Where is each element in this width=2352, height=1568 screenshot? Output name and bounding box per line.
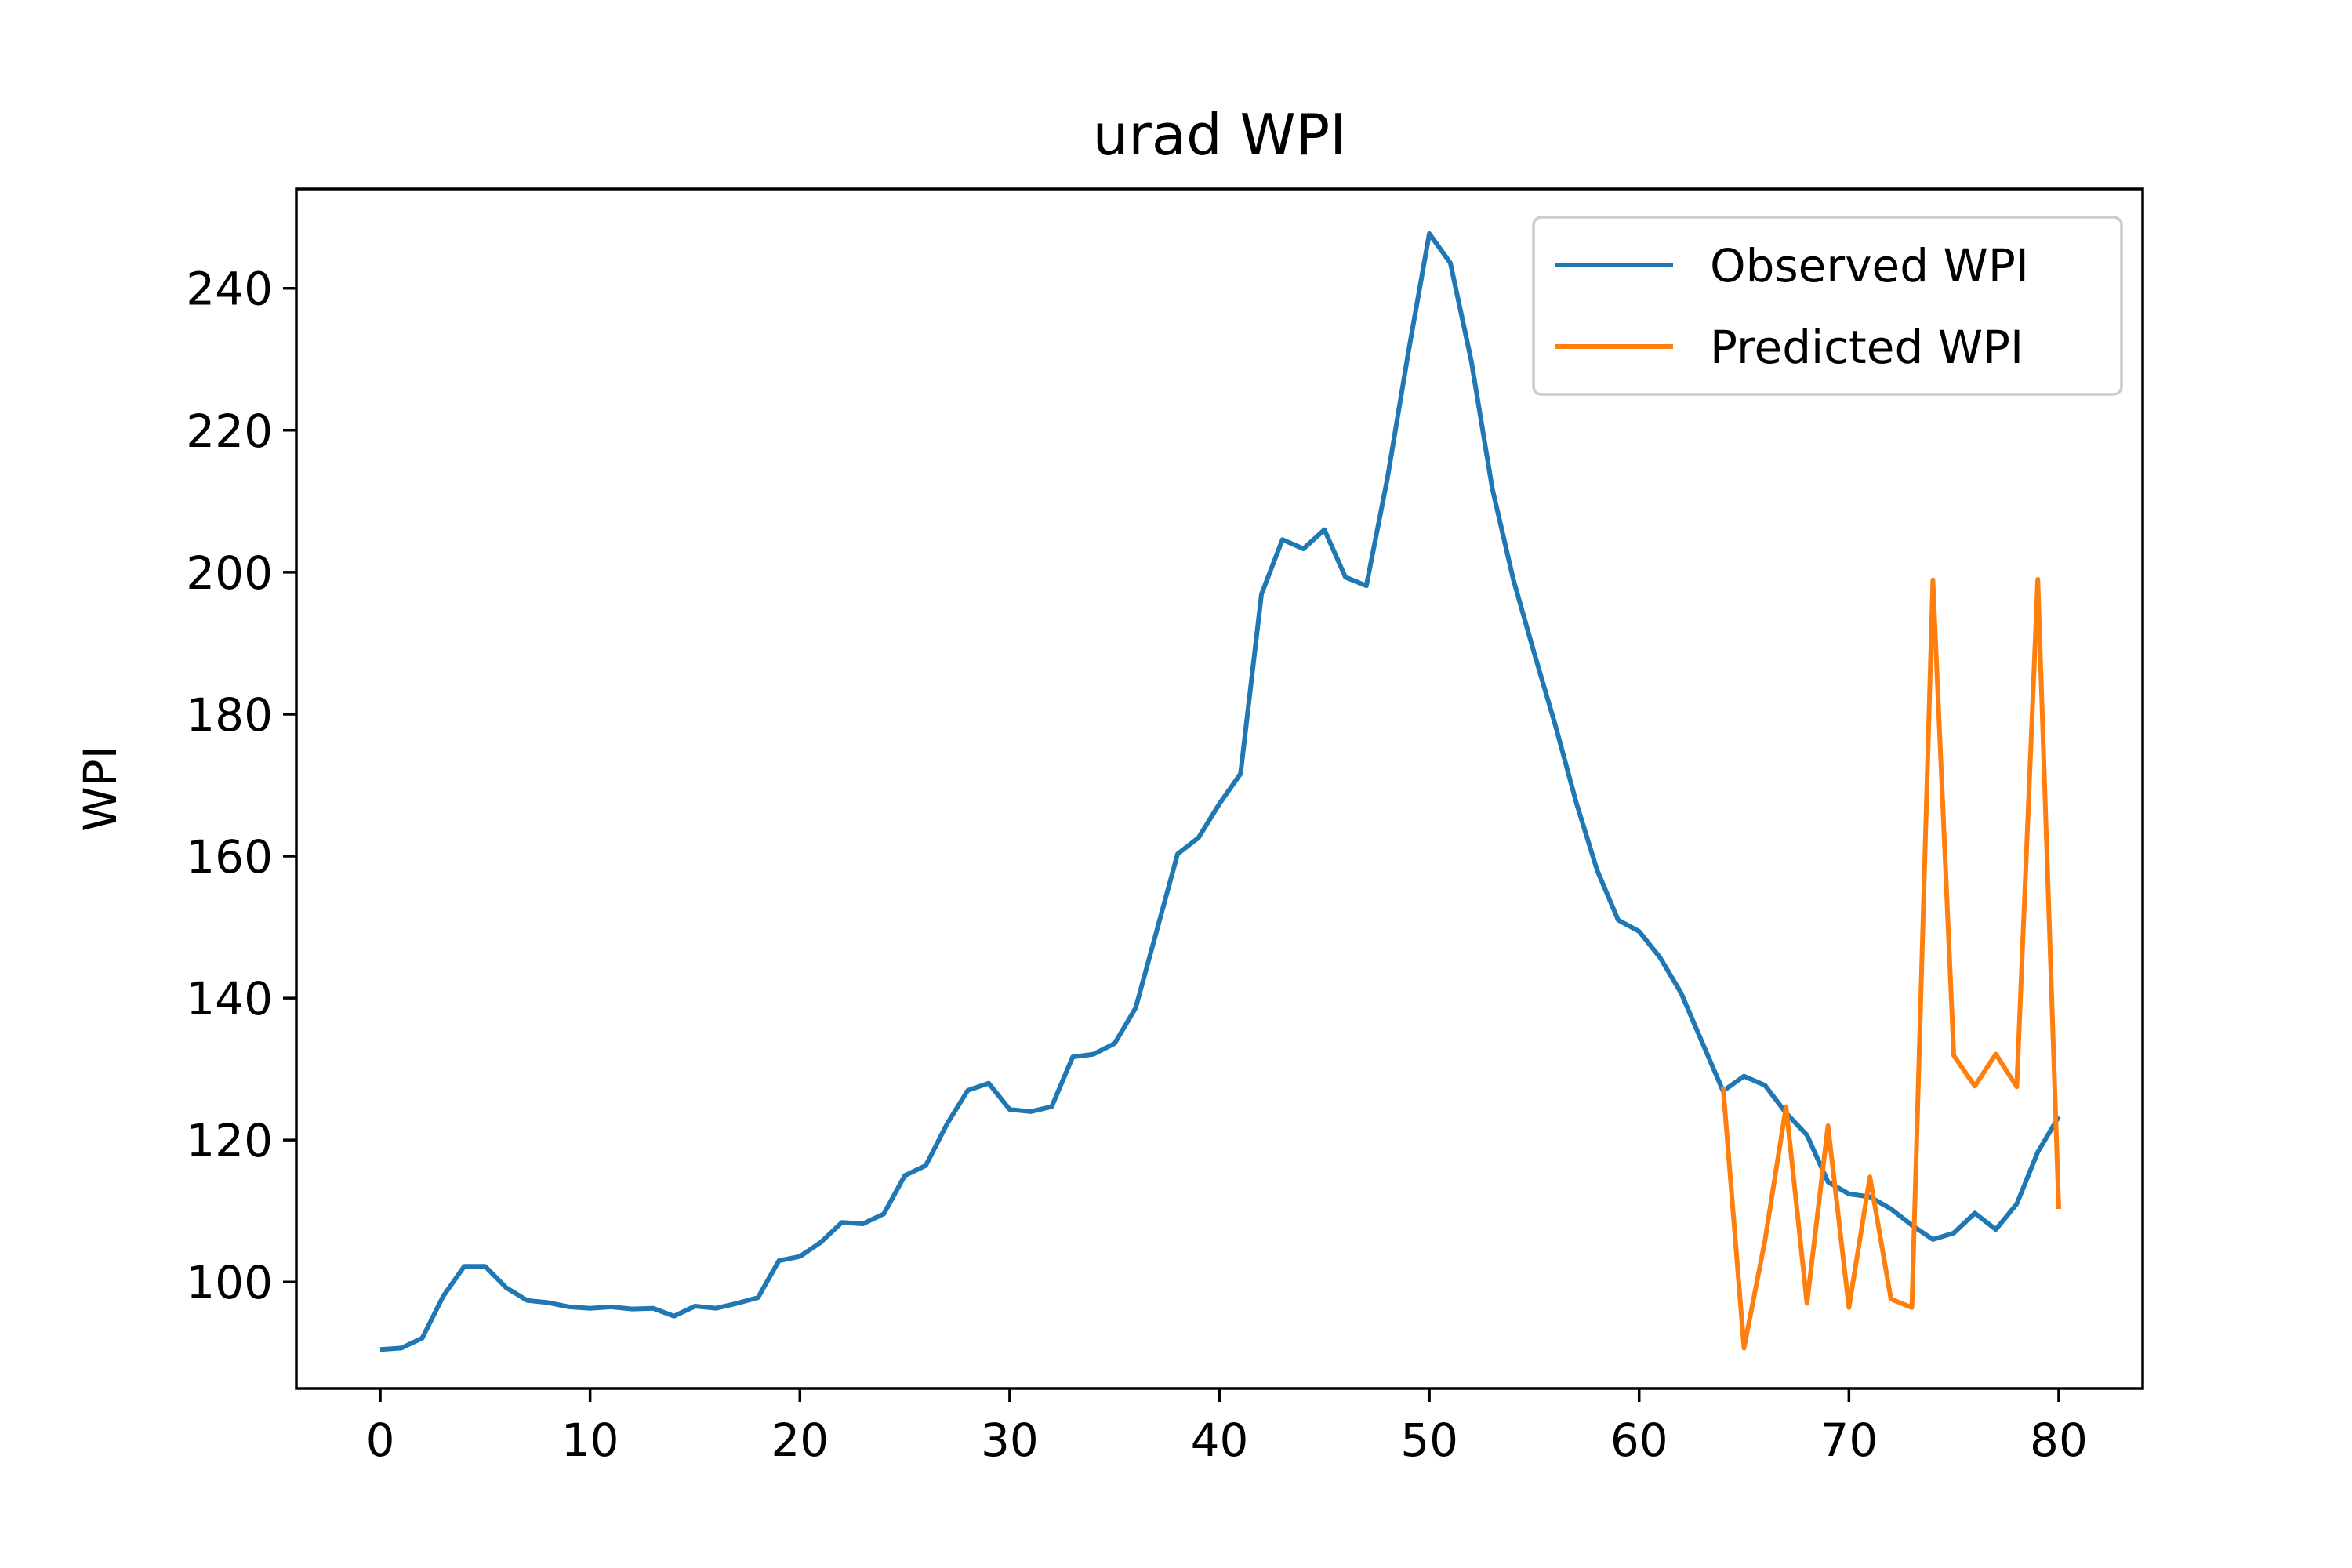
x-tick-label: 40 [1191,1414,1249,1467]
legend: Observed WPI Predicted WPI [1532,216,2123,396]
x-tick-label: 50 [1400,1414,1458,1467]
x-tick-label: 70 [1820,1414,1878,1467]
legend-box [1532,216,2123,396]
y-tick-label: 100 [186,1256,273,1309]
x-tick-label: 60 [1610,1414,1668,1467]
y-tick-label: 220 [186,405,273,458]
x-tick-label: 30 [981,1414,1039,1467]
y-tick-label: 120 [186,1114,273,1167]
series-layer [379,231,2061,1352]
legend-label: Observed WPI [1710,239,2029,292]
x-tick-label: 80 [2030,1414,2088,1467]
y-axis-label: WPI [74,746,127,831]
y-axis-ticks: 100 120 140 160 180 200 220 240 [186,263,296,1309]
x-tick-label: 10 [561,1414,619,1467]
y-tick-label: 180 [186,688,273,742]
x-tick-label: 0 [366,1414,395,1467]
y-tick-label: 140 [186,972,273,1025]
y-tick-label: 160 [186,830,273,884]
x-axis-ticks: 0 10 20 30 40 50 60 70 80 [366,1388,2088,1467]
legend-label: Predicted WPI [1710,321,2024,374]
series-line-observed [379,231,2061,1352]
x-tick-label: 20 [771,1414,829,1467]
plot-frame [295,187,2144,1390]
series-line-predicted [1720,576,2061,1351]
chart-title: urad WPI [1093,102,1347,168]
y-tick-label: 200 [186,546,273,600]
y-tick-label: 240 [186,263,273,316]
